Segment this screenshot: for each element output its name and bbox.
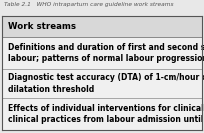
Text: Effects of individual interventions for clinical and non
clinical practices from: Effects of individual interventions for … <box>8 104 204 124</box>
Text: Work streams: Work streams <box>8 22 76 31</box>
Text: Table 2.1   WHO intrapartum care guideline work streams: Table 2.1 WHO intrapartum care guideline… <box>4 2 174 7</box>
Text: Diagnostic test accuracy (DTA) of 1-cm/hour cervical
dilatation threshold: Diagnostic test accuracy (DTA) of 1-cm/h… <box>8 73 204 94</box>
Bar <box>2 16 202 130</box>
Text: Definitions and duration of first and second stages of
labour; patterns of norma: Definitions and duration of first and se… <box>8 43 204 63</box>
Bar <box>2 16 202 37</box>
